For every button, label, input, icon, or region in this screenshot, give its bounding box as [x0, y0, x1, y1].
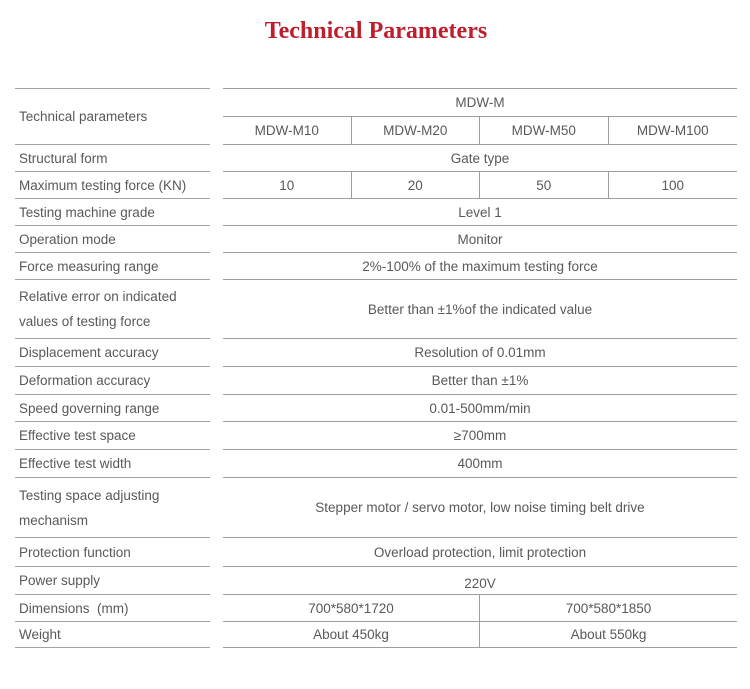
model-header-cell: MDW-M50 [480, 117, 609, 144]
row-label: Deformation accuracy [15, 367, 210, 395]
table-row: Operation mode Monitor [15, 226, 737, 253]
row-values: 700*580*1720 700*580*1850 [223, 595, 737, 622]
corner-label-cell: Technical parameters [15, 88, 210, 145]
row-label: Relative error on indicated values of te… [15, 280, 210, 339]
column-gap [210, 595, 223, 622]
column-gap [210, 478, 223, 538]
column-gap [210, 226, 223, 253]
row-value: 20 [352, 172, 480, 198]
column-gap [210, 622, 223, 648]
table-row: Effective test width 400mm [15, 450, 737, 478]
table-row: Force measuring range 2%-100% of the max… [15, 253, 737, 280]
row-label: Weight [15, 622, 210, 648]
row-value: Level 1 [223, 199, 737, 226]
row-value: 2%-100% of the maximum testing force [223, 253, 737, 280]
column-gap [210, 145, 223, 172]
row-value: 0.01-500mm/min [223, 395, 737, 422]
column-gap [210, 567, 223, 595]
row-values: 10 20 50 100 [223, 172, 737, 199]
row-label: Displacement accuracy [15, 339, 210, 367]
column-gap [210, 88, 223, 145]
column-gap [210, 367, 223, 395]
row-value: About 550kg [570, 627, 647, 642]
table-row: Relative error on indicated values of te… [15, 280, 737, 339]
technical-parameters-table: Technical parameters MDW-M MDW-M10 MDW-M… [15, 88, 737, 648]
row-value: ≥700mm [223, 422, 737, 450]
row-label: Structural form [15, 145, 210, 172]
row-value: Stepper motor / servo motor, low noise t… [223, 478, 737, 538]
table-row: Power supply 220V [15, 567, 737, 595]
table-header-row: Technical parameters MDW-M MDW-M10 MDW-M… [15, 88, 737, 145]
row-value: 400mm [223, 450, 737, 478]
row-label: Power supply [15, 567, 210, 595]
row-label: Speed governing range [15, 395, 210, 422]
column-gap [210, 538, 223, 567]
row-value: About 450kg [223, 622, 480, 647]
table-row: Deformation accuracy Better than ±1% [15, 367, 737, 395]
column-gap [210, 395, 223, 422]
row-value: 10 [223, 172, 352, 198]
table-row: Dimensions (mm) 700*580*1720 700*580*185… [15, 595, 737, 622]
row-label: Testing machine grade [15, 199, 210, 226]
column-gap [210, 280, 223, 339]
row-value: Overload protection, limit protection [223, 538, 737, 567]
table-row: Protection function Overload protection,… [15, 538, 737, 567]
row-label: Effective test width [15, 450, 210, 478]
row-label: Effective test space [15, 422, 210, 450]
row-label: Testing space adjusting mechanism [15, 478, 210, 538]
row-values: About 450kg About 550kg [223, 622, 737, 648]
column-gap [210, 450, 223, 478]
header-right-area: MDW-M MDW-M10 MDW-M20 MDW-M50 MDW-M100 [223, 88, 737, 145]
row-label: Maximum testing force (KN) [15, 172, 210, 199]
row-label: Dimensions (mm) [15, 595, 210, 622]
row-label: Force measuring range [15, 253, 210, 280]
column-gap [210, 199, 223, 226]
row-label: Protection function [15, 538, 210, 567]
row-value: 50 [480, 172, 609, 198]
column-gap [210, 253, 223, 280]
row-label: Operation mode [15, 226, 210, 253]
row-value: 700*580*1850 [565, 600, 652, 616]
page-title: Technical Parameters [264, 18, 488, 44]
row-value: Resolution of 0.01mm [223, 339, 737, 367]
table-row: Testing machine grade Level 1 [15, 199, 737, 226]
row-value: 220V [223, 567, 737, 595]
table-row: Speed governing range 0.01-500mm/min [15, 395, 737, 422]
model-header-cell: MDW-M20 [352, 117, 480, 144]
group-header-cell: MDW-M [223, 88, 737, 117]
model-header-row: MDW-M10 MDW-M20 MDW-M50 MDW-M100 [223, 117, 737, 145]
row-value: Better than ±1%of the indicated value [223, 280, 737, 339]
column-gap [210, 422, 223, 450]
table-row: Effective test space ≥700mm [15, 422, 737, 450]
row-value: 700*580*1720 [223, 595, 480, 621]
table-row: Testing space adjusting mechanism Steppe… [15, 478, 737, 538]
model-header-cell: MDW-M100 [636, 123, 709, 138]
table-row: Structural form Gate type [15, 145, 737, 172]
row-value: Gate type [223, 145, 737, 172]
table-row: Weight About 450kg About 550kg [15, 622, 737, 648]
row-value: 100 [661, 177, 685, 193]
model-header-cell: MDW-M10 [223, 117, 352, 144]
column-gap [210, 339, 223, 367]
row-value: Monitor [223, 226, 737, 253]
column-gap [210, 172, 223, 199]
row-value: Better than ±1% [223, 367, 737, 395]
table-row: Maximum testing force (KN) 10 20 50 100 [15, 172, 737, 199]
table-row: Displacement accuracy Resolution of 0.01… [15, 339, 737, 367]
